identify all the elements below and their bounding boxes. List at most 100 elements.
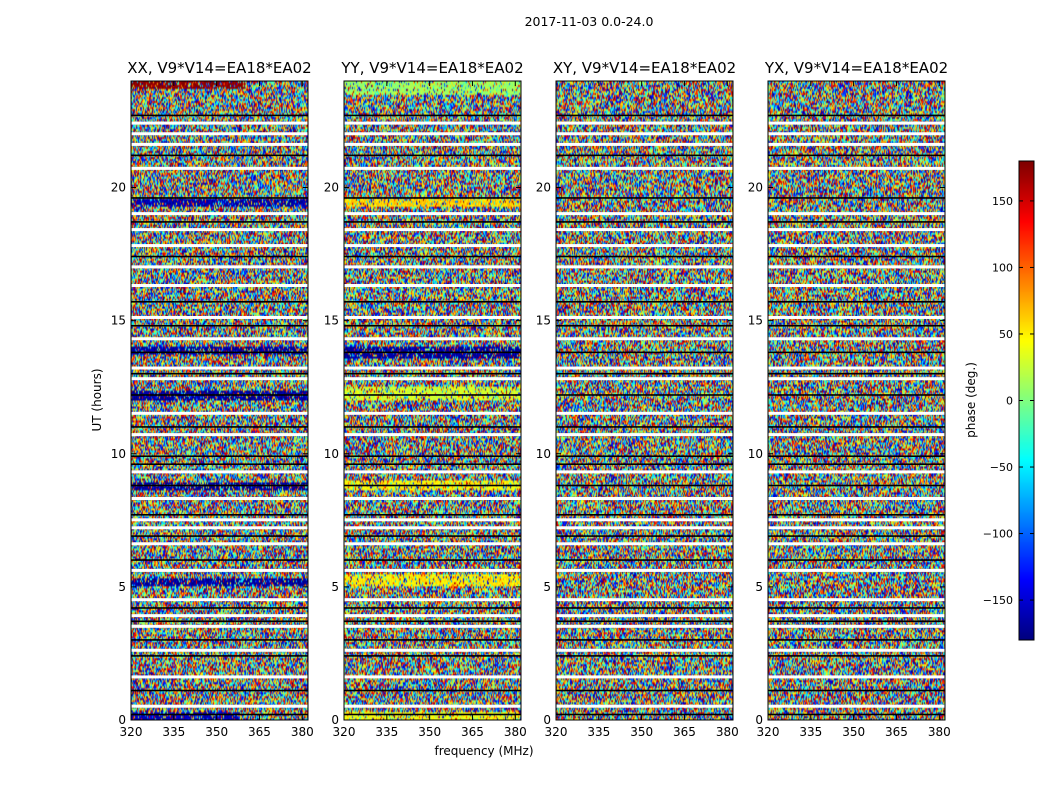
colorbar-label: phase (deg.) <box>964 362 978 438</box>
flag-line <box>768 255 945 258</box>
flag-gap <box>131 542 308 546</box>
flag-line <box>344 255 521 258</box>
flag-line <box>768 559 945 561</box>
flag-line <box>344 484 521 487</box>
flag-line <box>131 426 308 428</box>
flag-gap <box>768 212 945 216</box>
flag-gap <box>131 377 308 381</box>
flag-gap <box>131 614 308 618</box>
flag-gap <box>556 624 733 628</box>
flag-line <box>131 639 308 641</box>
flag-line <box>556 559 733 561</box>
flag-gap <box>131 704 308 708</box>
y-tick-label: 10 <box>111 447 126 461</box>
flag-gap <box>344 526 521 530</box>
panel-3: XY, V9*V14=EA18*EA02 320 335 350 365 380 0 5 10 1… <box>536 59 739 739</box>
flag-line <box>556 114 733 117</box>
flag-gap <box>344 377 521 381</box>
y-tick-label: 0 <box>331 713 339 727</box>
flag-line <box>556 535 733 537</box>
panel-frame <box>767 80 946 721</box>
flag-line <box>556 463 733 465</box>
x-tick-label: 350 <box>418 725 441 739</box>
flag-gap <box>131 411 308 415</box>
colorbar-ticks: −150 −100 −50 0 50 100 150 <box>983 195 1034 607</box>
flag-gap <box>344 166 521 170</box>
panel-title: XY, V9*V14=EA18*EA02 <box>553 59 736 77</box>
flag-line <box>556 426 733 428</box>
x-tick-label: 350 <box>630 725 653 739</box>
flag-gap <box>556 377 733 381</box>
y-tick-label: 20 <box>748 181 763 195</box>
flag-line <box>556 324 733 327</box>
colorbar-tick-label: 0 <box>1006 395 1013 408</box>
y-tick-label: 20 <box>111 181 126 195</box>
flag-gap <box>131 624 308 628</box>
flag-line <box>344 221 521 223</box>
panel-title: YX, V9*V14=EA18*EA02 <box>764 59 948 77</box>
flag-gap <box>131 568 308 572</box>
flag-gap <box>131 142 308 146</box>
flag-gap <box>556 614 733 618</box>
flag-line <box>344 114 521 117</box>
flag-gap <box>556 212 733 216</box>
x-tick-label: 335 <box>587 725 610 739</box>
x-axis-label: frequency (MHz) <box>434 744 533 758</box>
flag-line <box>768 620 945 623</box>
x-tick-label: 335 <box>375 725 398 739</box>
flag-gap <box>344 433 521 437</box>
flag-gap <box>131 284 308 288</box>
flag-gap <box>344 675 521 679</box>
colorbar-tick-label: 150 <box>992 195 1013 208</box>
flag-gap <box>556 315 733 319</box>
y-tick-label: 0 <box>543 713 551 727</box>
flag-gap <box>131 244 308 248</box>
flag-gap <box>344 648 521 652</box>
flag-gap <box>131 212 308 216</box>
flag-line <box>768 221 945 223</box>
panel-frame <box>555 80 734 721</box>
flag-gap <box>344 142 521 146</box>
flag-line <box>556 255 733 258</box>
flag-gap <box>131 598 308 602</box>
flag-line <box>344 455 521 458</box>
flag-gap <box>556 598 733 602</box>
flag-gap <box>344 366 521 370</box>
flag-gap <box>768 497 945 501</box>
panel-1: XX, V9*V14=EA18*EA02 320 335 350 365 380 0 5 10 1… <box>111 59 314 739</box>
phase-heatmap <box>556 81 733 720</box>
flag-line <box>556 484 733 487</box>
x-tick-label: 320 <box>333 725 356 739</box>
x-tick-label: 350 <box>205 725 228 739</box>
y-tick-label: 20 <box>324 181 339 195</box>
y-tick-label: 5 <box>118 580 126 594</box>
flag-gap <box>768 542 945 546</box>
x-tick-label: 365 <box>673 725 696 739</box>
flag-gap <box>131 132 308 136</box>
flag-gap <box>768 518 945 522</box>
panel-title: XX, V9*V14=EA18*EA02 <box>127 59 311 77</box>
x-tick-label: 380 <box>504 725 527 739</box>
flag-gap <box>344 337 521 341</box>
flag-gap <box>768 675 945 679</box>
flag-line <box>768 535 945 537</box>
flag-gap <box>556 166 733 170</box>
flag-gap <box>131 265 308 269</box>
flag-line <box>768 463 945 465</box>
flag-gap <box>344 411 521 415</box>
colorbar-tick-label: −100 <box>983 528 1013 541</box>
y-tick-label: 15 <box>536 314 551 328</box>
flag-line <box>344 154 521 157</box>
flag-line <box>344 559 521 561</box>
flag-line <box>344 426 521 428</box>
flag-gap <box>556 433 733 437</box>
panel-title: YY, V9*V14=EA18*EA02 <box>340 59 523 77</box>
flag-gap <box>131 315 308 319</box>
flag-gap <box>768 470 945 474</box>
flag-line <box>344 300 521 303</box>
flag-line <box>556 655 733 657</box>
flag-line <box>768 114 945 117</box>
flag-gap <box>344 228 521 232</box>
flag-line <box>131 351 308 354</box>
x-tick-label: 365 <box>885 725 908 739</box>
